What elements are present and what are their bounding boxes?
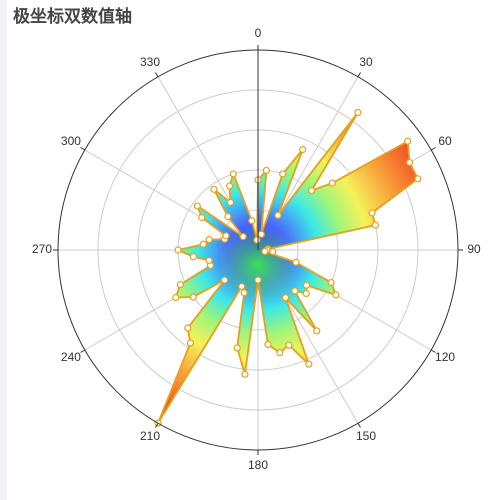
angle-tick (357, 422, 361, 428)
series-layer (154, 108, 422, 427)
data-point (224, 212, 232, 221)
data-point (205, 256, 213, 264)
data-point (261, 247, 269, 256)
data-point (371, 221, 379, 229)
data-point (292, 258, 300, 266)
angle-tick (80, 349, 86, 353)
angle-tick-label: 150 (356, 429, 376, 443)
angle-tick-label: 270 (32, 242, 52, 256)
data-point (274, 211, 282, 219)
angle-tick-label: 60 (438, 134, 452, 148)
angle-tick-label: 300 (61, 134, 81, 148)
data-point (229, 170, 237, 178)
angle-tick (430, 147, 436, 151)
data-point (405, 158, 414, 167)
angle-tick-label: 330 (140, 55, 160, 69)
data-point (279, 170, 287, 178)
data-point (368, 209, 376, 217)
data-point (269, 247, 277, 256)
data-point (186, 339, 195, 347)
angle-tick (430, 349, 436, 353)
data-point (281, 294, 290, 302)
data-point (291, 287, 299, 295)
data-point (332, 291, 340, 299)
data-point (305, 360, 313, 368)
angle-axis: 0 30 60 90 120 150 180 210 240 270 300 330 (32, 26, 481, 472)
data-point (253, 236, 261, 244)
data-point (276, 349, 284, 357)
data-point (257, 230, 265, 238)
data-point (239, 233, 247, 241)
data-point (176, 280, 184, 289)
data-point (222, 232, 230, 240)
data-point (302, 289, 310, 298)
angle-tick (80, 147, 86, 151)
chart-title: 极坐标双数值轴 (13, 7, 132, 27)
data-point (210, 185, 218, 193)
angle-tick (155, 422, 159, 428)
angle-tick-label: 30 (359, 55, 373, 69)
data-point (254, 276, 262, 284)
data-point (238, 282, 246, 291)
angle-tick-label: 0 (255, 26, 262, 40)
series-area-core (158, 112, 418, 424)
angle-tick-label: 120 (435, 350, 455, 364)
data-point (313, 327, 321, 335)
data-point (240, 289, 248, 297)
data-point (226, 198, 235, 206)
data-point (205, 236, 213, 244)
data-point (241, 370, 249, 378)
data-point (193, 202, 201, 210)
data-point (220, 276, 229, 284)
data-point (233, 344, 241, 352)
angle-tick (357, 72, 361, 78)
data-point (302, 281, 311, 289)
data-point (172, 293, 180, 302)
data-point (285, 341, 293, 349)
data-point (414, 175, 422, 183)
data-point (225, 182, 234, 190)
angle-axis-line (57, 49, 459, 451)
data-point (199, 240, 207, 248)
data-point (248, 217, 256, 225)
data-point (404, 137, 412, 145)
left-edge-strip (0, 0, 7, 500)
data-point (184, 324, 192, 332)
data-point (189, 293, 197, 301)
data-point (174, 246, 182, 254)
data-point (189, 253, 197, 261)
data-point (354, 108, 362, 117)
angle-tick-label: 210 (140, 429, 160, 443)
data-point (262, 166, 270, 175)
data-point (328, 179, 336, 187)
angle-tick (155, 72, 159, 78)
data-point (307, 186, 316, 195)
data-point (299, 145, 307, 154)
data-point (264, 340, 272, 349)
angle-tick-label: 240 (61, 350, 81, 364)
data-point (327, 278, 335, 287)
data-point (198, 213, 206, 222)
angle-tick-label: 180 (248, 458, 268, 472)
angle-tick-label: 90 (467, 242, 481, 256)
